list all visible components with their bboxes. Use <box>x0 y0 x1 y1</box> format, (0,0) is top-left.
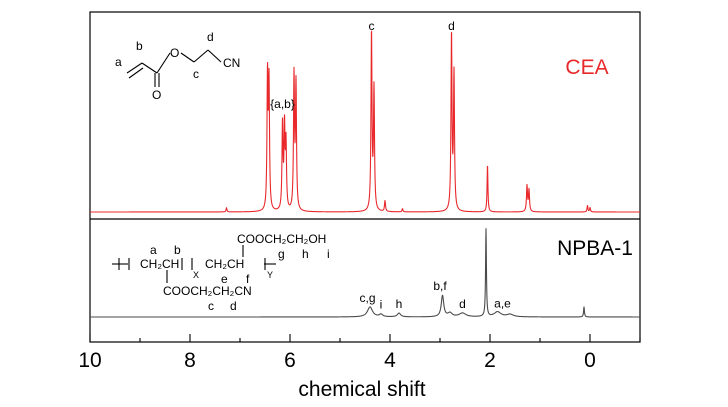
cea-atom-o-carbonyl: O <box>152 88 161 102</box>
cea-label-c: c <box>193 67 199 81</box>
npba-upper-group: COOCH₂CH₂OH <box>237 232 326 246</box>
peak-label-npba-5: a,e <box>494 297 511 311</box>
plot-frame <box>89 11 641 343</box>
x-tick-label-10: 10 <box>78 349 101 372</box>
npba-label-d: d <box>230 299 237 313</box>
npba-lower-group: COOCH₂CH₂CN <box>163 284 252 298</box>
cea-label-d: d <box>207 30 214 44</box>
cea-structure <box>126 49 222 87</box>
peak-label-cea-0: {a,b} <box>270 97 295 111</box>
npba-subscript-x: X <box>193 270 199 280</box>
npba-spectrum <box>89 228 641 318</box>
cea-atom-cn: CN <box>223 56 240 70</box>
npba-label-h: h <box>302 247 309 261</box>
peak-label-cea-2: d <box>448 19 455 33</box>
npba-label-a: a <box>150 243 157 257</box>
peak-label-npba-2: h <box>396 297 403 311</box>
npba-label-c: c <box>208 299 214 313</box>
npba-label-e: e <box>221 272 228 286</box>
peak-label-npba-0: c,g <box>359 291 375 305</box>
x-tick-label-6: 6 <box>284 349 296 372</box>
cea-label-a: a <box>115 55 122 69</box>
x-tick-label-0: 0 <box>584 349 596 372</box>
npba-chain-1: CH₂CH <box>140 257 179 271</box>
npba-subscript-y: Y <box>267 270 273 280</box>
x-axis-label: chemical shift <box>298 378 425 401</box>
peak-label-npba-4: d <box>459 297 466 311</box>
x-axis: 10 8 6 4 2 0 <box>78 334 641 372</box>
npba-label-g: g <box>278 247 285 261</box>
peak-label-npba-3: b,f <box>433 279 447 293</box>
peak-label-npba-1: i <box>380 298 383 312</box>
cea-spectrum <box>89 30 641 213</box>
npba-label-f: f <box>246 272 250 286</box>
npba-label-i: i <box>327 247 330 261</box>
x-tick-label-8: 8 <box>184 349 196 372</box>
npba-structure <box>112 245 276 283</box>
cea-label-b: b <box>136 39 143 53</box>
series-label-cea: CEA <box>565 56 608 79</box>
npba-label-b: b <box>174 243 181 257</box>
peak-label-cea-1: c <box>369 19 375 33</box>
cea-atom-o-ester: O <box>170 46 179 60</box>
series-label-npba: NPBA-1 <box>557 237 633 260</box>
peak-labels: {a,b}c dc,g i hb,fd a,e <box>270 19 511 312</box>
npba-chain-2: CH₂CH <box>205 257 244 271</box>
x-tick-label-4: 4 <box>384 349 396 372</box>
x-tick-label-2: 2 <box>484 349 496 372</box>
